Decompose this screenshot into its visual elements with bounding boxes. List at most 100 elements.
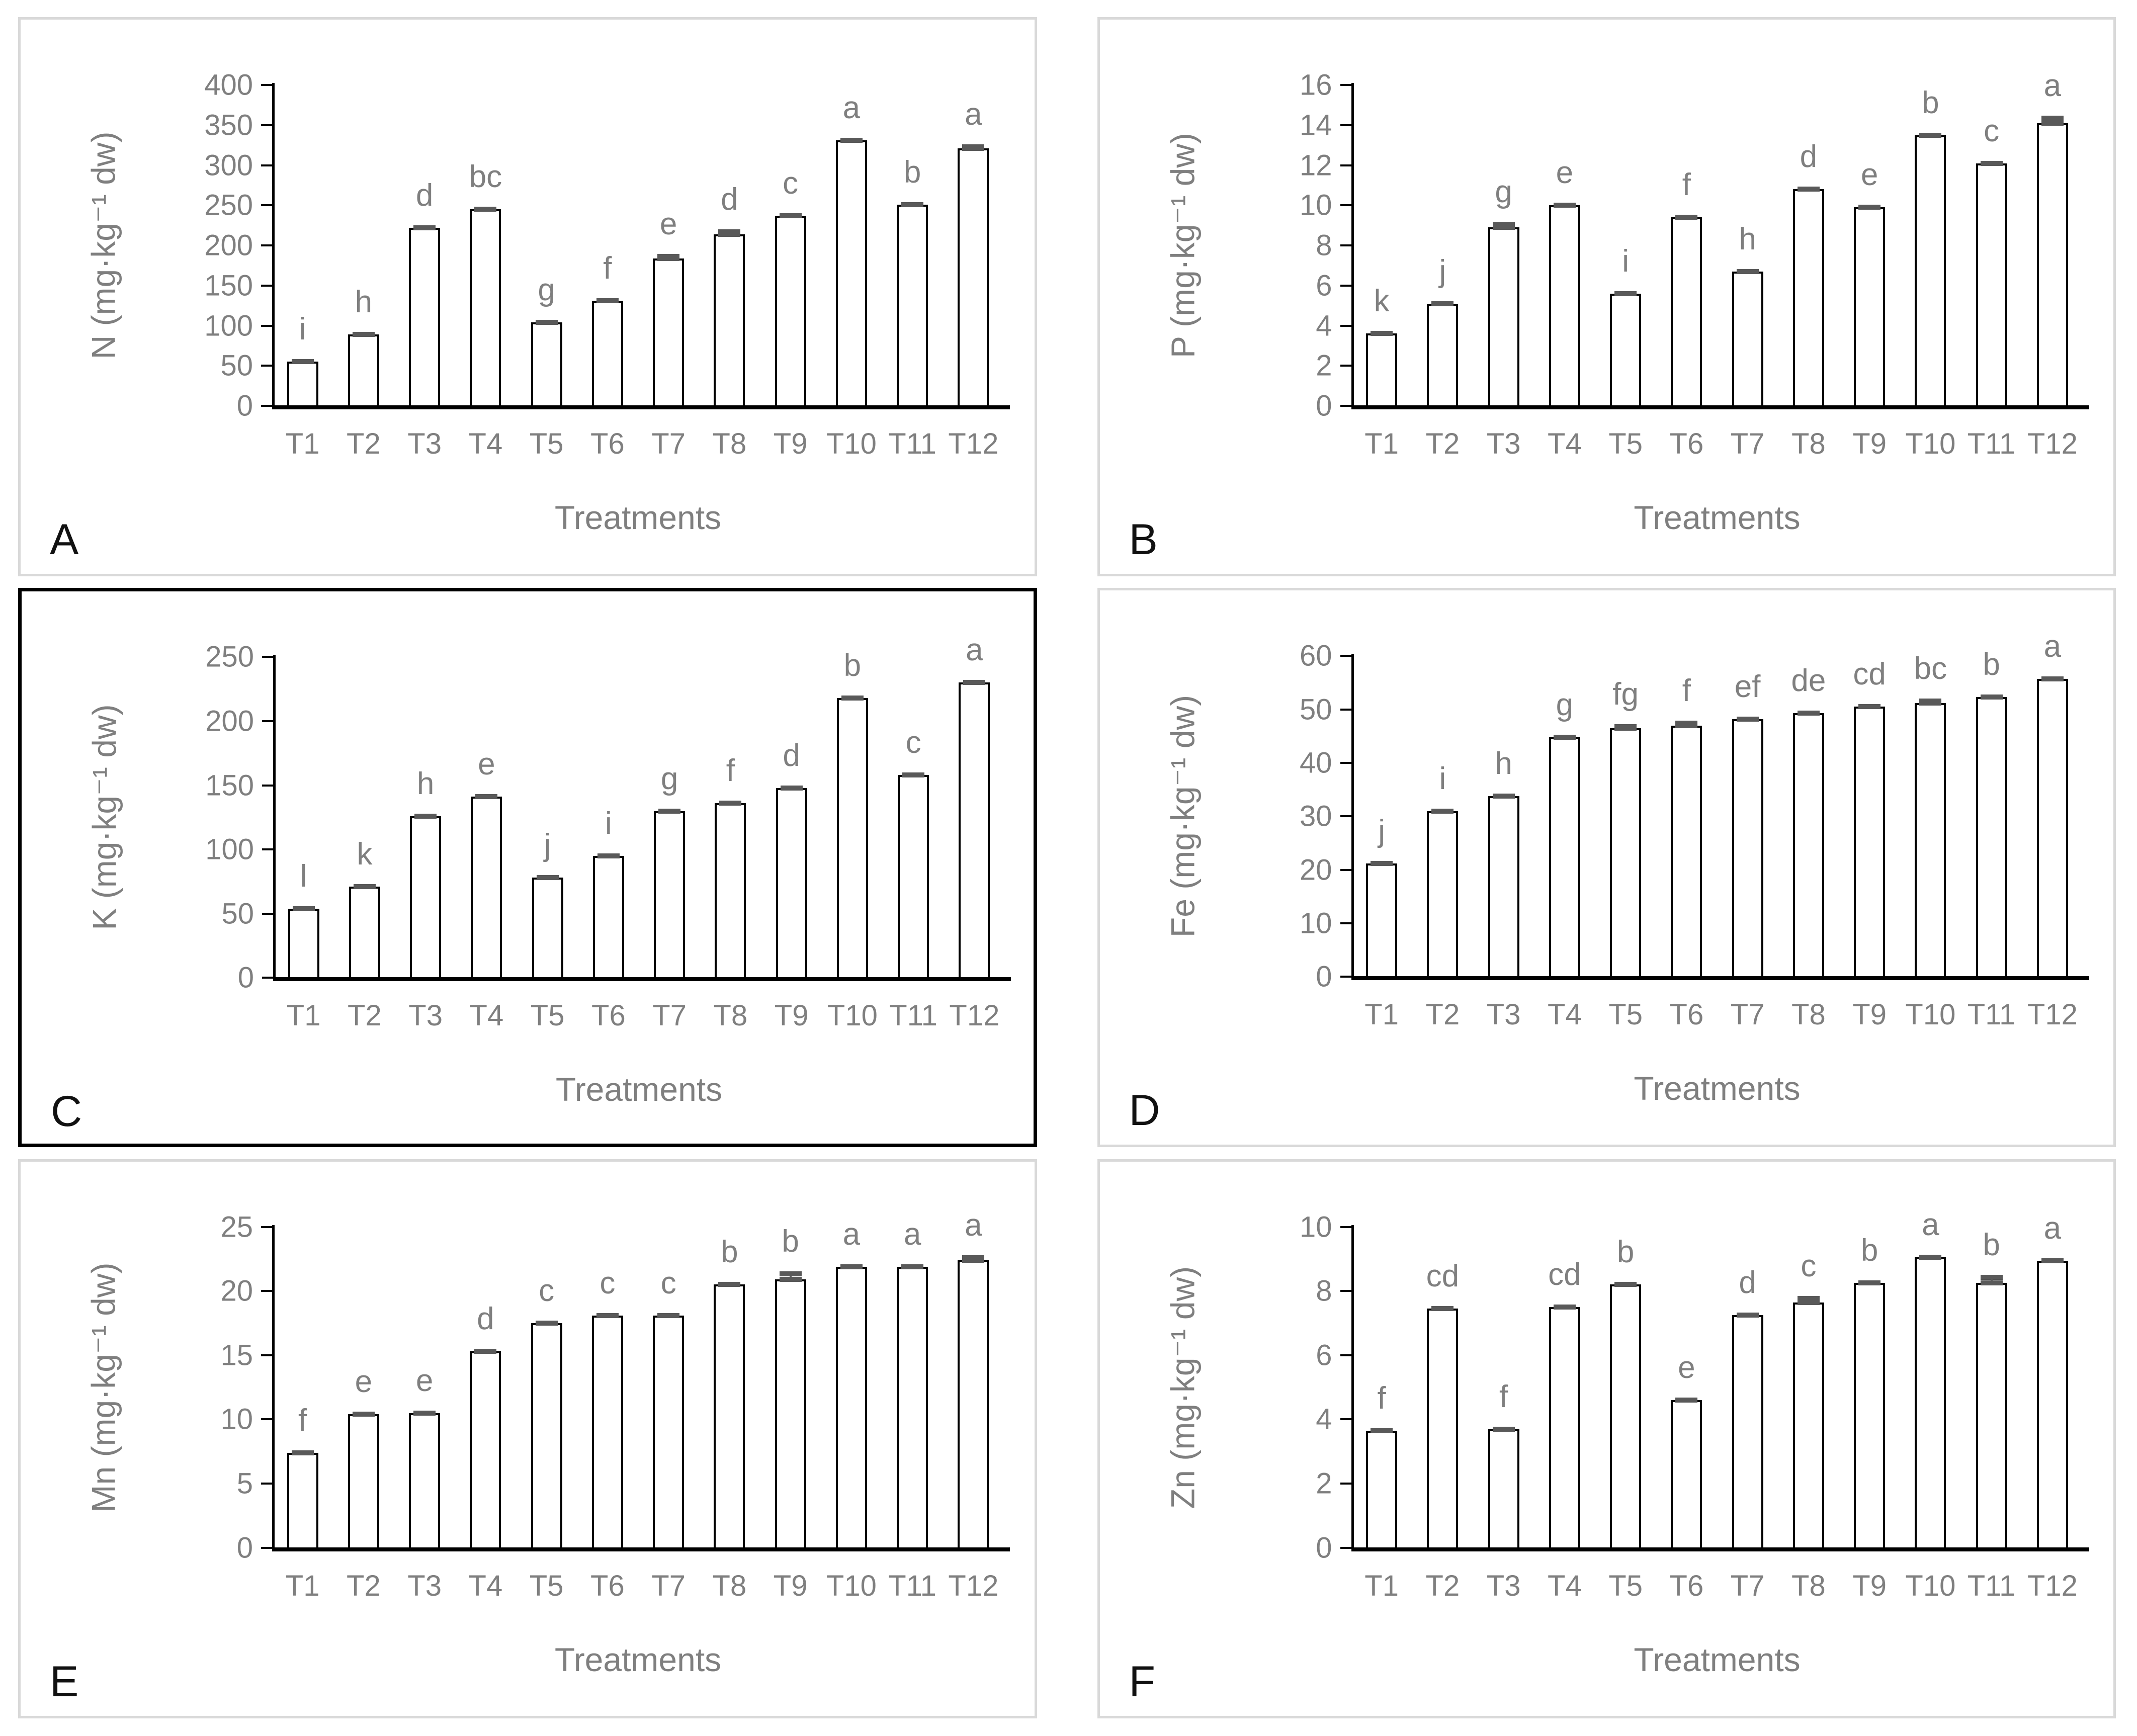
y-tick-label: 350 bbox=[204, 109, 253, 142]
significance-letter: a bbox=[842, 91, 861, 126]
error-bar-cap bbox=[1614, 1282, 1637, 1287]
x-tick-label: T3 bbox=[407, 1569, 442, 1602]
y-tick-label: 200 bbox=[204, 229, 253, 262]
chart-panel-d: Fe (mg·kg⁻¹ dw) 0 10 20 30 40 50 60 j T1 i T2 h T3 g T4… bbox=[1097, 588, 2116, 1148]
error-bar-cap bbox=[1919, 700, 1942, 706]
y-tick-mark bbox=[1340, 922, 1351, 924]
y-tick-label: 150 bbox=[204, 269, 253, 302]
error-bar-cap bbox=[2041, 115, 2064, 121]
significance-letter: f bbox=[1682, 673, 1691, 709]
y-axis-title: Zn (mg·kg⁻¹ dw) bbox=[1164, 1266, 1201, 1509]
bar bbox=[776, 788, 807, 978]
error-bar-cap bbox=[780, 785, 803, 791]
significance-letter: l bbox=[300, 858, 307, 894]
x-tick-label: T6 bbox=[1669, 427, 1704, 460]
y-axis-line bbox=[1351, 654, 1354, 979]
significance-letter: f bbox=[726, 753, 735, 789]
panel-letter-d: D bbox=[1129, 1086, 1160, 1135]
y-tick-mark bbox=[1340, 284, 1351, 287]
y-tick-mark bbox=[261, 1226, 272, 1228]
error-bar-cap bbox=[475, 794, 498, 800]
significance-letter: e bbox=[1556, 155, 1574, 191]
error-bar-cap bbox=[841, 695, 864, 701]
error-bar-cap bbox=[474, 207, 497, 212]
bar bbox=[1671, 217, 1702, 406]
x-tick-label: T9 bbox=[1852, 427, 1887, 460]
bar bbox=[1549, 737, 1580, 977]
bar bbox=[348, 1414, 379, 1548]
x-tick-label: T5 bbox=[529, 427, 564, 460]
y-tick-label: 0 bbox=[1316, 1531, 1332, 1565]
y-tick-label: 250 bbox=[204, 189, 253, 222]
x-tick-label: T9 bbox=[773, 1569, 808, 1602]
error-bar-cap bbox=[1919, 132, 1942, 138]
significance-letter: a bbox=[2043, 68, 2062, 103]
significance-letter: a bbox=[1922, 1207, 1939, 1243]
bar bbox=[775, 1279, 806, 1548]
significance-letter: c bbox=[1801, 1248, 1817, 1283]
y-tick-mark bbox=[261, 164, 272, 166]
y-tick-label: 2 bbox=[1316, 1467, 1332, 1500]
bar bbox=[714, 1284, 745, 1548]
error-bar-cap bbox=[779, 1271, 802, 1276]
chart-panel-e: Mn (mg·kg⁻¹ dw) 0 5 10 15 20 25 f T1 e T2 e T3 d T4 c T5… bbox=[18, 1159, 1037, 1718]
chart-panel-c: K (mg·kg⁻¹ dw) 0 50 100 150 200 250 l T1 k T2 h T3 e T… bbox=[18, 588, 1037, 1148]
error-bar-cap bbox=[1980, 1280, 2003, 1286]
error-bar-cap bbox=[1675, 1398, 1698, 1403]
x-tick-label: T8 bbox=[1791, 1569, 1826, 1602]
significance-letter: f bbox=[1682, 167, 1691, 203]
error-bar-cap bbox=[657, 255, 680, 261]
y-tick-label: 0 bbox=[237, 961, 254, 994]
significance-letter: b bbox=[1983, 647, 2000, 682]
significance-letter: d bbox=[415, 178, 434, 213]
bar bbox=[836, 698, 868, 978]
y-tick-mark bbox=[261, 365, 272, 367]
bar bbox=[1488, 227, 1519, 406]
error-bar-cap bbox=[658, 808, 681, 814]
x-tick-label: T4 bbox=[1548, 998, 1582, 1031]
significance-letter: b bbox=[903, 154, 921, 190]
y-tick-label: 8 bbox=[1316, 229, 1332, 262]
bar bbox=[532, 878, 563, 978]
error-bar-cap bbox=[474, 1349, 497, 1354]
bar bbox=[1915, 703, 1946, 977]
error-bar-cap bbox=[1919, 1255, 1942, 1260]
significance-letter: i bbox=[605, 806, 612, 841]
significance-letter: c bbox=[905, 725, 921, 760]
significance-letter: a bbox=[965, 97, 982, 132]
x-axis-title: Treatments bbox=[554, 1640, 722, 1678]
significance-letter: j bbox=[544, 828, 551, 863]
x-tick-label: T10 bbox=[1905, 1569, 1956, 1602]
y-axis-title: Mn (mg·kg⁻¹ dw) bbox=[84, 1262, 122, 1513]
bar bbox=[1610, 728, 1642, 977]
x-tick-label: T7 bbox=[651, 427, 686, 460]
error-bar-cap bbox=[2041, 1258, 2064, 1263]
x-tick-label: T7 bbox=[651, 1569, 686, 1602]
bar bbox=[471, 797, 502, 978]
error-bar-cap bbox=[1675, 723, 1698, 728]
significance-letter: g bbox=[660, 761, 678, 796]
significance-letter: b bbox=[1922, 85, 1939, 120]
error-bar-cap bbox=[718, 1282, 741, 1287]
significance-letter: g bbox=[538, 273, 555, 308]
y-tick-mark bbox=[262, 848, 273, 851]
bar bbox=[1366, 863, 1398, 977]
x-tick-label: T5 bbox=[530, 999, 565, 1032]
y-tick-label: 4 bbox=[1316, 1403, 1332, 1436]
significance-letter: i bbox=[299, 312, 306, 347]
significance-letter: cd bbox=[1548, 1257, 1581, 1292]
y-tick-mark bbox=[1340, 1418, 1351, 1421]
significance-letter: h bbox=[1739, 221, 1756, 256]
significance-letter: e bbox=[355, 1364, 373, 1400]
x-tick-label: T6 bbox=[1669, 1569, 1704, 1602]
error-bar-cap bbox=[413, 225, 436, 230]
bar bbox=[1366, 1430, 1398, 1548]
significance-letter: b bbox=[721, 1235, 738, 1270]
error-bar-cap bbox=[353, 884, 376, 890]
y-axis-line bbox=[1351, 1225, 1354, 1550]
y-tick-label: 400 bbox=[204, 68, 253, 102]
x-axis-line bbox=[1351, 405, 2089, 409]
y-tick-mark bbox=[1340, 405, 1351, 407]
y-tick-mark bbox=[261, 124, 272, 126]
significance-letter: h bbox=[1495, 746, 1512, 781]
